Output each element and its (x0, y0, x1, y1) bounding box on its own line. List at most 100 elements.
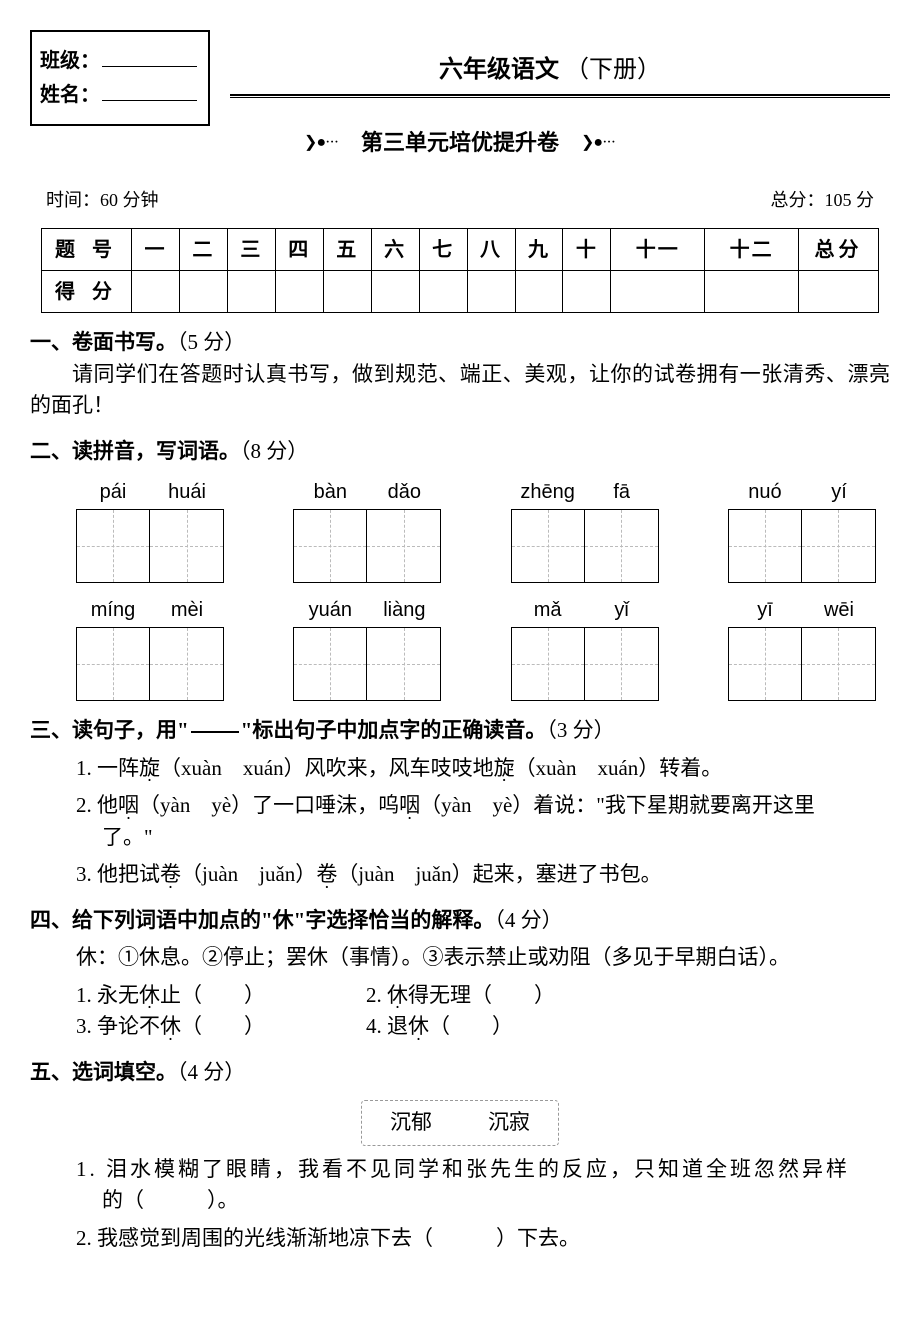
char-box[interactable] (293, 509, 367, 583)
q1-section: 一、卷面书写。（5 分） 请同学们在答题时认真书写，做到规范、端正、美观，让你的… (30, 327, 890, 422)
char-box[interactable] (367, 509, 441, 583)
q4-section: 四、给下列词语中加点的"休"字选择恰当的解释。（4 分） 休：①休息。②停止；罢… (30, 905, 890, 1043)
col-6: 六 (371, 229, 419, 271)
char-box[interactable] (585, 509, 659, 583)
total-score: 总分：105 分 (771, 187, 875, 214)
col-total: 总分 (799, 229, 879, 271)
q5-w1: 沉郁 (390, 1110, 432, 1134)
class-label: 班级： (40, 46, 100, 76)
q5-w2: 沉寂 (488, 1110, 530, 1134)
ornament-left: ···●❮ (305, 131, 339, 155)
q5-word-box: 沉郁 沉寂 (361, 1100, 559, 1146)
meta-row: 时间：60 分钟 总分：105 分 (46, 187, 874, 214)
col-9: 九 (515, 229, 563, 271)
q3-section: 三、读句子，用""标出句子中加点字的正确读音。（3 分） 1. 一阵旋（xuàn… (30, 715, 890, 891)
class-row: 班级： (40, 46, 200, 76)
score-cell[interactable] (179, 271, 227, 313)
score-cell-total[interactable] (799, 271, 879, 313)
score-cell[interactable] (371, 271, 419, 313)
pinyin-group: zhēngfā (511, 477, 659, 583)
char-box[interactable] (293, 627, 367, 701)
score-cell[interactable] (275, 271, 323, 313)
q2-section: 二、读拼音，写词语。（8 分） páihuái bàndǎo zhēngfā n… (30, 436, 890, 702)
char-box[interactable] (511, 509, 585, 583)
pinyin-group: yuánliàng (293, 595, 441, 701)
q4-col1: 1. 永无休止（ ） 3. 争论不休（ ） (76, 980, 366, 1043)
q2-title: 二、读拼音，写词语。 (30, 439, 240, 463)
title-bold: 六年级语文 (439, 57, 559, 83)
q1-text: 请同学们在答题时认真书写，做到规范、端正、美观，让你的试卷拥有一张清秀、漂亮的面… (30, 359, 890, 422)
page-title: 六年级语文 （下册） (210, 52, 890, 88)
q4-def: 休：①休息。②停止；罢休（事情）。③表示禁止或劝阻（多见于早期白话）。 (76, 942, 890, 974)
q4-i3: 3. 争论不休（ ） (76, 1011, 366, 1043)
q4-i1: 1. 永无休止（ ） (76, 980, 366, 1012)
subtitle-row: ···●❮ 第三单元培优提升卷 ❯●··· (30, 126, 890, 159)
score-cell[interactable] (227, 271, 275, 313)
char-box[interactable] (728, 509, 802, 583)
pinyin-group: páihuái (76, 477, 224, 583)
row2-label: 得 分 (42, 271, 132, 313)
q2-points: （8 分） (240, 439, 308, 463)
score-cell[interactable] (515, 271, 563, 313)
q3-1: 1. 一阵旋（xuàn xuán）风吹来，风车吱吱地旋（xuàn xuán）转着… (76, 753, 890, 785)
char-box[interactable] (728, 627, 802, 701)
char-box[interactable] (150, 627, 224, 701)
subtitle-text: 第三单元培优提升卷 (361, 126, 559, 159)
col-5: 五 (323, 229, 371, 271)
name-blank[interactable] (102, 100, 197, 101)
char-box[interactable] (76, 509, 150, 583)
q1-title: 一、卷面书写。 (30, 330, 177, 354)
q4-i2: 2. 休得无理（ ） (366, 980, 656, 1012)
info-box: 班级： 姓名： (30, 30, 210, 126)
q4-title: 四、给下列词语中加点的"休"字选择恰当的解释。 (30, 908, 494, 932)
q3-2b: 了。" (102, 822, 890, 854)
q3-3: 3. 他把试卷（juàn juǎn）卷（juàn juǎn）起来，塞进了书包。 (76, 859, 890, 891)
score-cell[interactable] (611, 271, 705, 313)
col-2: 二 (179, 229, 227, 271)
score-cell[interactable] (467, 271, 515, 313)
score-header-row: 题 号 一 二 三 四 五 六 七 八 九 十 十一 十二 总分 (42, 229, 879, 271)
col-4: 四 (275, 229, 323, 271)
class-blank[interactable] (102, 66, 197, 67)
q5-2: 2. 我感觉到周围的光线渐渐地凉下去（ ）下去。 (76, 1223, 890, 1255)
pinyin-group: nuóyí (728, 477, 876, 583)
score-table: 题 号 一 二 三 四 五 六 七 八 九 十 十一 十二 总分 得 分 (41, 228, 879, 313)
score-value-row: 得 分 (42, 271, 879, 313)
char-box[interactable] (511, 627, 585, 701)
q5-section: 五、选词填空。（4 分） 沉郁 沉寂 1. 泪水模糊了眼睛，我看不见同学和张先生的… (30, 1057, 890, 1255)
score-cell[interactable] (705, 271, 799, 313)
char-box[interactable] (802, 509, 876, 583)
q5-box-wrap: 沉郁 沉寂 (30, 1100, 890, 1146)
score-cell[interactable] (132, 271, 180, 313)
char-box[interactable] (367, 627, 441, 701)
pinyin-group: mǎyǐ (511, 595, 659, 701)
q4-grid: 1. 永无休止（ ） 3. 争论不休（ ） 2. 休得无理（ ） 4. 退休（ … (76, 980, 890, 1043)
col-10: 十 (563, 229, 611, 271)
q5-points: （4 分） (177, 1060, 245, 1084)
col-11: 十一 (611, 229, 705, 271)
pinyin-row-2: míngmèi yuánliàng mǎyǐ yīwēi (76, 595, 876, 701)
char-box[interactable] (585, 627, 659, 701)
score-cell[interactable] (419, 271, 467, 313)
q5-title: 五、选词填空。 (30, 1060, 177, 1084)
char-box[interactable] (802, 627, 876, 701)
col-1: 一 (132, 229, 180, 271)
pinyin-group: míngmèi (76, 595, 224, 701)
col-12: 十二 (705, 229, 799, 271)
header-rule (230, 94, 890, 98)
col-7: 七 (419, 229, 467, 271)
dash-icon (191, 731, 239, 733)
q4-col2: 2. 休得无理（ ） 4. 退休（ ） (366, 980, 656, 1043)
q3-points: （3 分） (546, 718, 614, 742)
score-cell[interactable] (323, 271, 371, 313)
q5-1: 1. 泪水模糊了眼睛，我看不见同学和张先生的反应，只知道全班忽然异样 (76, 1154, 890, 1186)
char-box[interactable] (150, 509, 224, 583)
pinyin-row-1: páihuái bàndǎo zhēngfā nuóyí (76, 477, 876, 583)
pinyin-group: yīwēi (728, 595, 876, 701)
char-box[interactable] (76, 627, 150, 701)
score-cell[interactable] (563, 271, 611, 313)
time-limit: 时间：60 分钟 (46, 187, 159, 214)
q3-2: 2. 他咽（yàn yè）了一口唾沫，呜咽（yàn yè）着说："我下星期就要离… (76, 790, 890, 822)
name-label: 姓名： (40, 80, 100, 110)
q4-i4: 4. 退休（ ） (366, 1011, 656, 1043)
